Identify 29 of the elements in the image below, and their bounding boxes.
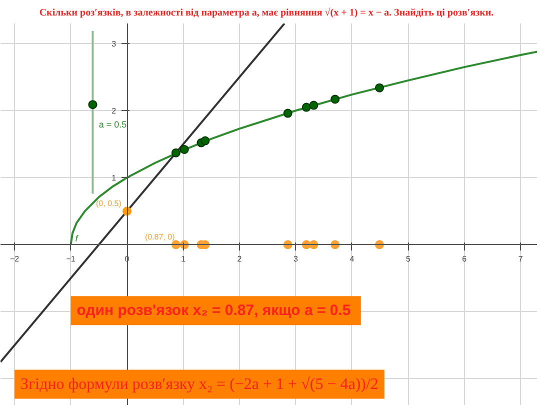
- x-tick-label: −2: [10, 254, 20, 264]
- point: [200, 136, 210, 146]
- line-series: [70, 50, 537, 246]
- point: [302, 102, 311, 112]
- annotation: (0, 0.5): [96, 199, 122, 208]
- x-tick-label: 6: [462, 254, 468, 264]
- y-tick-label: 1: [112, 174, 117, 183]
- x-tick-label: 1: [181, 254, 186, 264]
- annotation: (0.87, 0): [144, 232, 176, 242]
- y-tick-label: 2: [112, 106, 117, 116]
- point: [88, 100, 98, 110]
- x-tick-label: 5: [406, 254, 411, 264]
- point: [309, 100, 318, 110]
- x-tick-label: 2: [237, 254, 242, 264]
- annotation: Згідно формули розвʹязку x₂ = (−2a + 1 + √(5 − 4a))/2: [20, 376, 378, 393]
- x-tick-label: 4: [350, 254, 355, 264]
- point: [180, 145, 189, 154]
- point: [374, 83, 384, 92]
- y-tick-label: 3: [112, 40, 117, 49]
- chart-title: Скільки розʹязків, в залежності від параметра а, має рівняння √(x + 1) = x − a. Знайдіть ці розвʹязки.: [39, 8, 494, 18]
- point: [171, 148, 180, 158]
- point: [283, 108, 292, 118]
- annotation: a = 0.5: [98, 119, 127, 130]
- point: [330, 94, 340, 104]
- x-tick-label: −1: [66, 254, 76, 264]
- x-tick-label: 7: [518, 254, 524, 264]
- x-tick-label: 3: [293, 254, 298, 264]
- annotation: f: [75, 233, 80, 244]
- annotation: один розвʹязок x₂ = 0.87, якщо a = 0.5: [76, 302, 351, 320]
